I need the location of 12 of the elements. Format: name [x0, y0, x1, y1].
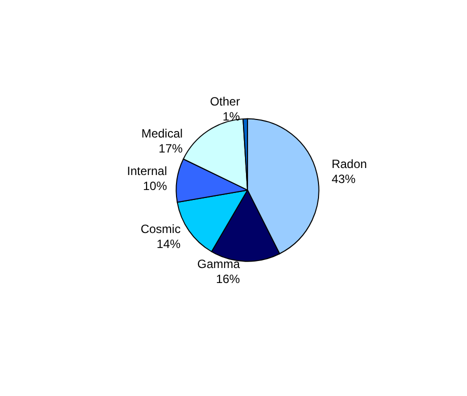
slice-label: Radon — [332, 156, 367, 171]
slice-label: Medical — [141, 126, 183, 140]
slice-label: Gamma — [197, 256, 240, 271]
data-label: 14% — [156, 236, 181, 251]
slice-label: Other — [210, 94, 240, 108]
slice-label: Internal — [126, 164, 168, 178]
data-label: 1% — [222, 109, 240, 124]
data-label: 17% — [158, 141, 184, 156]
slice-label: Cosmic — [140, 222, 181, 236]
data-label: 16% — [216, 272, 240, 286]
data-label: 10% — [142, 179, 168, 194]
data-label: 43% — [332, 172, 356, 186]
